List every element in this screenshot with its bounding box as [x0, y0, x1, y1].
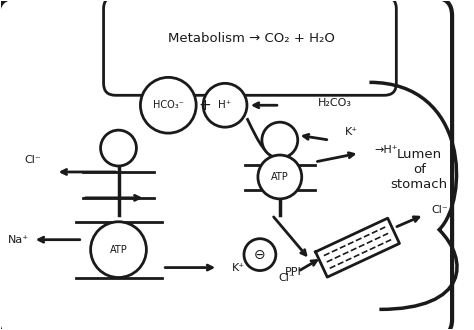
- Text: PPI: PPI: [285, 267, 301, 277]
- Text: H₂CO₃: H₂CO₃: [318, 98, 352, 108]
- Text: +: +: [199, 98, 211, 113]
- Text: Cl⁻: Cl⁻: [24, 155, 41, 165]
- Text: Cl⁻: Cl⁻: [278, 273, 295, 282]
- Text: Metabolism → CO₂ + H₂O: Metabolism → CO₂ + H₂O: [168, 32, 336, 45]
- Circle shape: [91, 222, 146, 278]
- FancyBboxPatch shape: [0, 0, 452, 330]
- Circle shape: [100, 130, 137, 166]
- Text: H⁺: H⁺: [219, 100, 232, 110]
- Text: HCO₃⁻: HCO₃⁻: [153, 100, 184, 110]
- Text: K⁺: K⁺: [232, 263, 245, 273]
- Text: ATP: ATP: [271, 172, 289, 182]
- Circle shape: [262, 122, 298, 158]
- Circle shape: [203, 83, 247, 127]
- Text: Cl⁻: Cl⁻: [431, 205, 448, 215]
- Circle shape: [258, 155, 302, 199]
- FancyBboxPatch shape: [103, 0, 396, 95]
- Text: K⁺: K⁺: [345, 127, 358, 137]
- Circle shape: [244, 239, 276, 271]
- Text: ATP: ATP: [109, 245, 128, 255]
- Circle shape: [140, 77, 196, 133]
- Text: ⊖: ⊖: [254, 248, 266, 262]
- Text: Lumen
of
stomach: Lumen of stomach: [391, 148, 448, 191]
- Text: →H⁺: →H⁺: [374, 145, 398, 155]
- Text: Na⁺: Na⁺: [8, 235, 29, 245]
